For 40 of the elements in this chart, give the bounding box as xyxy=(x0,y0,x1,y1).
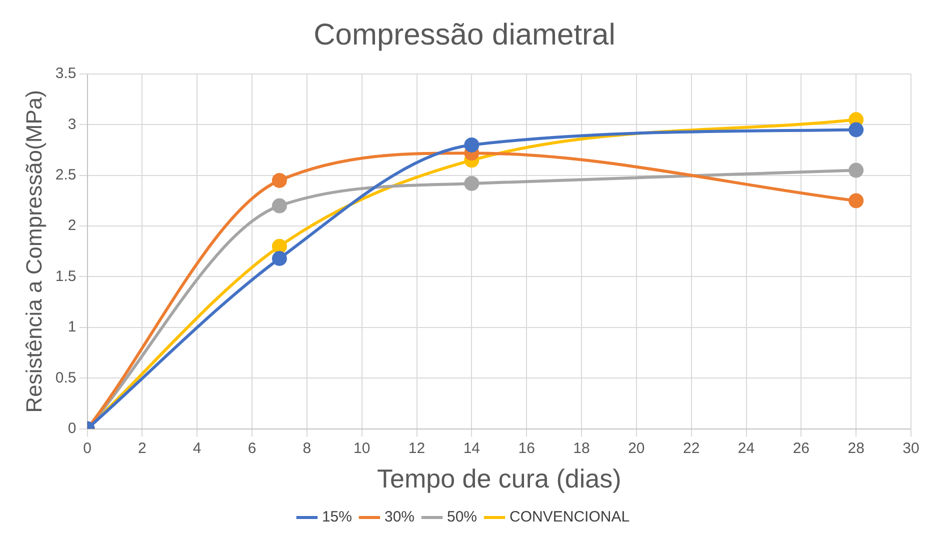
y-tick-label: 2.5 xyxy=(55,166,76,184)
x-tick-label: 4 xyxy=(192,440,202,457)
x-tick-label: 6 xyxy=(248,440,256,457)
legend-label: 30% xyxy=(384,508,415,526)
y-tick-label: 3.5 xyxy=(55,65,76,82)
x-tick-label: 10 xyxy=(353,440,370,457)
point xyxy=(464,176,480,191)
x-tick-label: 0 xyxy=(83,440,92,457)
x-tick-label: 14 xyxy=(463,440,480,457)
legend-label: CONVENCIONAL xyxy=(510,508,630,526)
x-axis-title: Tempo de cura (dias) xyxy=(377,464,622,494)
point xyxy=(272,250,287,266)
point xyxy=(848,122,864,138)
x-tick-label: 20 xyxy=(628,440,645,457)
x-tick-label: 18 xyxy=(573,440,590,457)
x-tick-label: 12 xyxy=(408,440,426,457)
point xyxy=(464,137,480,152)
x-tick-label: 2 xyxy=(138,440,146,457)
point xyxy=(272,172,287,188)
point xyxy=(848,193,864,208)
x-tick-label: 8 xyxy=(302,440,312,457)
x-tick-label: 24 xyxy=(738,440,755,457)
point xyxy=(848,162,864,178)
x-tick-label: 28 xyxy=(848,440,864,457)
x-tick-label: 16 xyxy=(518,440,535,457)
y-tick-label: 1.5 xyxy=(55,268,76,285)
x-tick-label: 30 xyxy=(902,440,920,457)
y-tick-label: 3 xyxy=(68,116,76,133)
y-tick-label: 1 xyxy=(68,318,76,336)
y-tick-label: 0 xyxy=(68,420,76,437)
point xyxy=(272,238,287,254)
x-tick-label: 22 xyxy=(682,440,700,457)
chart-title: Compressão diametral xyxy=(314,18,616,52)
y-tick-label: 0.5 xyxy=(55,369,76,386)
y-axis-title: Resistência a Compressão(MPa) xyxy=(21,90,46,413)
x-tick-label: 26 xyxy=(792,440,810,457)
point xyxy=(272,198,287,214)
y-tick-label: 2 xyxy=(68,217,76,234)
legend-label: 15% xyxy=(322,508,352,526)
legend-label: 50% xyxy=(447,508,478,526)
